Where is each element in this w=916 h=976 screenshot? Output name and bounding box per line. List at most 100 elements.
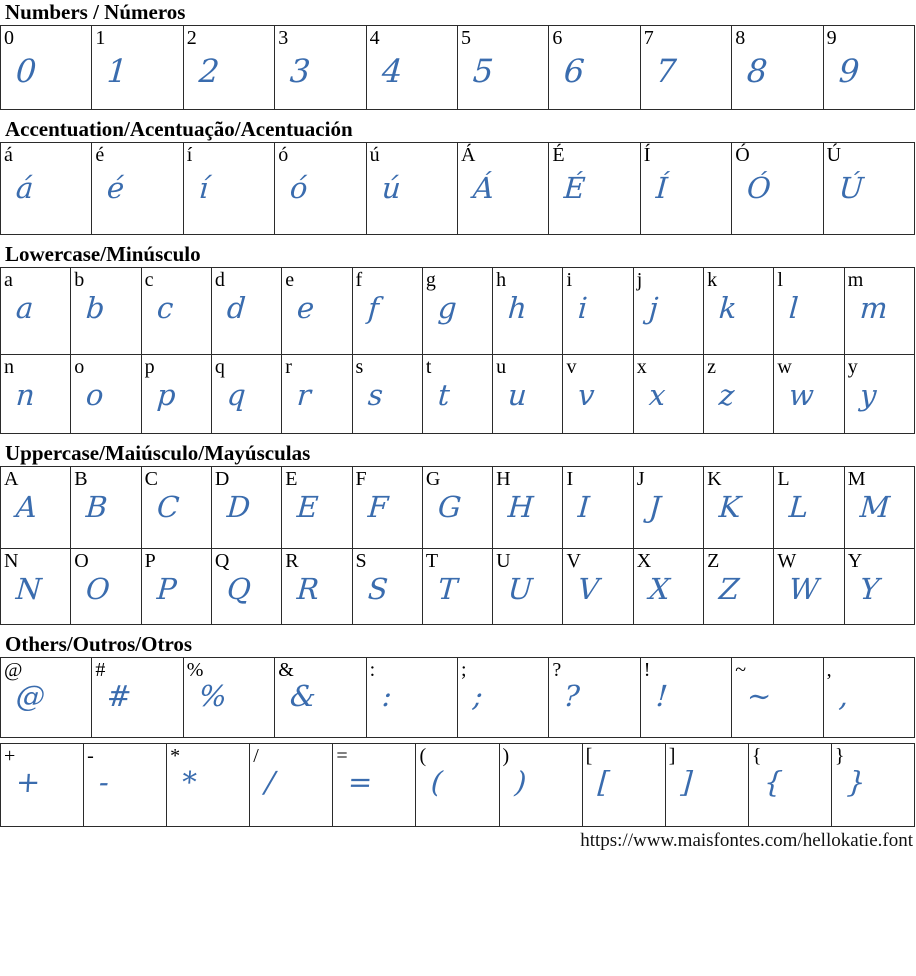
character-label: ?: [552, 659, 562, 682]
character-label: C: [144, 468, 158, 491]
handwritten-glyph: =: [347, 765, 374, 800]
character-label: V: [566, 550, 581, 573]
section-accentuation: Accentuation/Acentuação/Acentuación á á é é í…: [0, 117, 915, 236]
handwritten-glyph: Z: [717, 572, 741, 607]
character-label: @: [4, 659, 23, 682]
handwritten-glyph: j: [647, 291, 659, 326]
character-label: Ú: [826, 144, 842, 167]
handwritten-glyph: [: [596, 765, 611, 800]
character-label: 8: [735, 27, 746, 50]
character-label: }: [834, 745, 845, 768]
handwritten-glyph: ]: [679, 765, 694, 800]
character-label: O: [74, 550, 89, 573]
handwritten-glyph: 4: [380, 52, 404, 91]
handwritten-glyph: K: [717, 490, 742, 525]
handwritten-glyph: 7: [654, 52, 678, 91]
character-label: 0: [4, 27, 14, 50]
character-label: !: [643, 659, 651, 682]
character-label: /: [253, 745, 259, 768]
character-label: á: [4, 144, 13, 167]
character-label: a: [4, 269, 13, 292]
section-numbers: Numbers / Números 0 0 1 1 2 2 3 3 4 4 5 5 6 6 7 7 8 8 9 9: [0, 0, 915, 111]
glyph-cell: !!: [640, 658, 733, 739]
handwritten-glyph: F: [366, 490, 389, 525]
handwritten-glyph: í: [197, 171, 210, 206]
section-title: Numbers / Números: [5, 0, 186, 24]
glyph-cell: / /: [250, 744, 334, 828]
glyph-cell: [[: [582, 744, 666, 828]
glyph-cell: )): [499, 744, 583, 828]
handwritten-glyph: L: [788, 490, 810, 525]
character-label: (: [419, 745, 427, 768]
handwritten-glyph: !: [654, 679, 669, 714]
character-label: Y: [847, 550, 863, 573]
section-title: Accentuation/Acentuação/Acentuación: [5, 117, 353, 142]
glyph-cell: {{: [748, 744, 832, 828]
character-label: 4: [369, 27, 380, 50]
handwritten-glyph: t: [436, 378, 451, 413]
handwritten-glyph: ;: [471, 679, 485, 714]
glyph-cell: }}: [831, 744, 915, 828]
character-label: ,: [826, 659, 832, 682]
character-label: A: [4, 468, 19, 491]
handwritten-glyph: Á: [471, 171, 496, 206]
glyph-cell: & &: [275, 658, 367, 739]
handwritten-glyph: m: [858, 291, 889, 326]
handwritten-glyph: H: [506, 490, 535, 525]
character-label: #: [95, 659, 106, 682]
handwritten-glyph: G: [436, 490, 463, 525]
handwritten-glyph: Y: [858, 572, 881, 607]
character-label: q: [214, 356, 225, 379]
character-label: p: [144, 356, 155, 379]
character-label: P: [144, 550, 156, 573]
handwritten-glyph: k: [717, 291, 738, 326]
character-label: ): [502, 745, 510, 768]
character-label: B: [74, 468, 88, 491]
handwritten-glyph: ?: [563, 679, 582, 714]
handwritten-glyph: q: [225, 378, 247, 413]
handwritten-glyph: {: [762, 765, 784, 800]
handwritten-glyph: Q: [225, 572, 252, 607]
glyph-cell: @ @: [1, 658, 93, 739]
character-label: ;: [461, 659, 467, 682]
handwritten-glyph: #: [106, 679, 133, 714]
handwritten-glyph: z: [717, 378, 736, 413]
handwritten-glyph: E: [296, 490, 320, 525]
handwritten-glyph: c: [155, 291, 175, 326]
section-title: Uppercase/Maiúsculo/Mayúsculas: [5, 441, 311, 466]
handwritten-glyph: :: [380, 679, 393, 714]
handwritten-glyph: e: [296, 291, 316, 326]
character-label: h: [496, 269, 507, 292]
handwritten-glyph: ~: [746, 679, 773, 714]
character-label: Q: [214, 550, 230, 573]
handwritten-glyph: &: [289, 679, 318, 714]
handwritten-glyph: }: [845, 765, 867, 800]
glyph-cell: * *: [167, 744, 251, 828]
